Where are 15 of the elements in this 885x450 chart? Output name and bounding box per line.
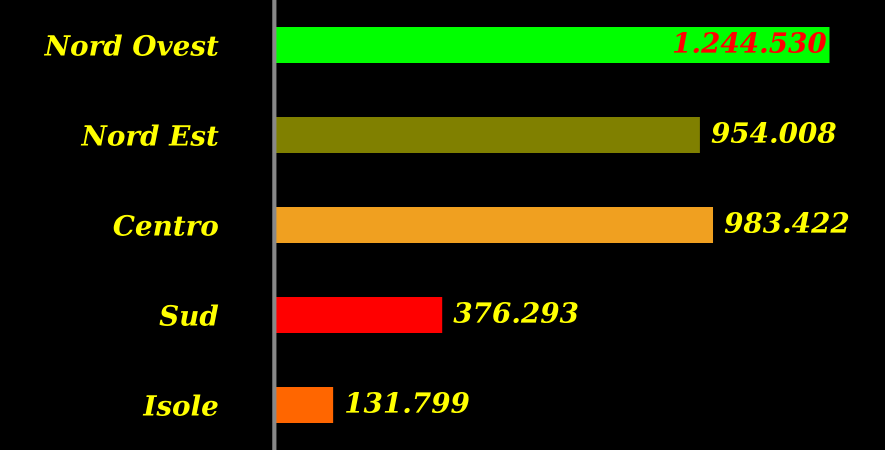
y-tick-label: Centro xyxy=(114,214,218,236)
data-label: 1.244.530 xyxy=(674,32,826,54)
bar xyxy=(274,27,830,63)
data-label: 376.293 xyxy=(453,302,578,324)
bar xyxy=(274,297,442,333)
data-label: 131.799 xyxy=(346,392,469,414)
y-tick-label: Nord Est xyxy=(80,124,219,146)
data-label: 954.008 xyxy=(712,122,836,144)
y-tick-label: Sud xyxy=(159,304,218,326)
y-tick-label: Isole xyxy=(142,394,218,416)
bar xyxy=(274,387,334,423)
y-tick-label: Nord Ovest xyxy=(44,34,219,56)
bar xyxy=(274,207,714,243)
data-label: 983.422 xyxy=(724,212,848,234)
bar xyxy=(274,117,700,153)
